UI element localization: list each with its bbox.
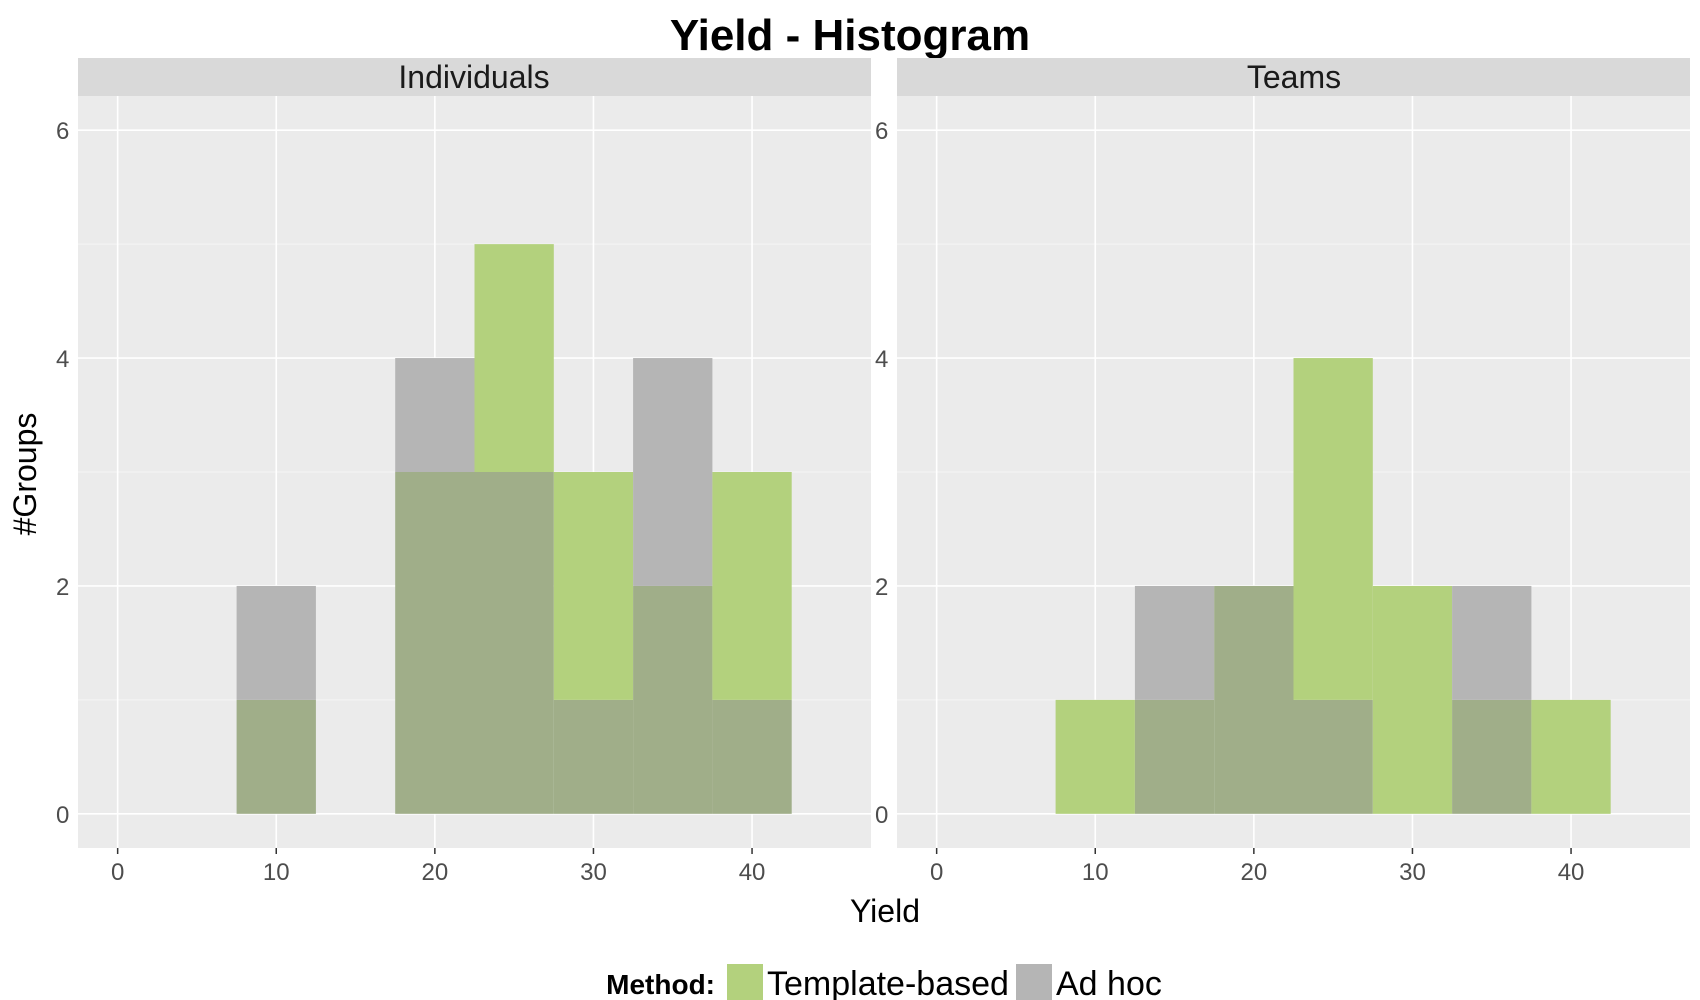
x-tick-label: 40 [739, 859, 766, 886]
strip-label-individuals: Individuals [398, 59, 549, 95]
y-tick-label: 0 [875, 802, 888, 829]
bar-template-based-teams [1055, 699, 1135, 814]
bar-ad-hoc-individuals [236, 585, 316, 700]
x-axis-label: Yield [850, 893, 920, 929]
bar-ad-hoc-individuals [395, 358, 475, 472]
y-tick-label: 6 [56, 118, 69, 145]
x-tick-label: 20 [1240, 859, 1267, 886]
x-tick-label: 10 [1082, 859, 1109, 886]
x-tick-label: 0 [930, 859, 943, 886]
legend-swatch-ad-hoc [1016, 964, 1052, 1000]
bar-overlap-individuals [395, 472, 475, 814]
chart-title: Yield - Histogram [670, 11, 1030, 60]
strip-individuals [78, 58, 871, 96]
bar-template-based-individuals [712, 472, 792, 700]
x-ticks-teams: 0 10 20 30 40 [930, 848, 1584, 886]
bar-overlap-teams [1134, 699, 1215, 814]
facet-individuals: Individuals 0 2 4 6 0 10 20 30 40 [56, 58, 871, 886]
y-tick-label: 0 [56, 802, 69, 829]
bars-individuals [236, 244, 792, 814]
strip-label-teams: Teams [1247, 59, 1341, 95]
bar-template-based-individuals [553, 472, 634, 700]
bar-overlap-teams [1214, 585, 1294, 814]
x-tick-label: 0 [111, 859, 124, 886]
bar-overlap-individuals [712, 699, 792, 814]
legend-swatch-template-based [727, 964, 763, 1000]
y-axis-label: #Groups [7, 413, 43, 536]
bar-overlap-individuals [236, 699, 316, 814]
facet-teams: Teams 0 2 4 6 0 10 20 30 40 [875, 58, 1690, 886]
bars-teams [1055, 358, 1611, 814]
y-tick-label: 4 [56, 346, 69, 373]
legend-label-template-based: Template-based [767, 965, 1009, 1000]
bar-overlap-individuals [474, 472, 554, 814]
x-tick-label: 10 [263, 859, 290, 886]
x-tick-label: 30 [580, 859, 607, 886]
x-ticks-individuals: 0 10 20 30 40 [111, 848, 765, 886]
bar-ad-hoc-individuals [633, 358, 713, 586]
y-tick-label: 4 [875, 346, 888, 373]
strip-teams [897, 58, 1690, 96]
bar-template-based-teams [1531, 699, 1611, 814]
legend-title: Method: [606, 969, 715, 1000]
bar-ad-hoc-teams [1452, 585, 1532, 700]
y-ticks-individuals: 0 2 4 6 [56, 118, 69, 829]
x-tick-label: 30 [1399, 859, 1426, 886]
y-tick-label: 6 [875, 118, 888, 145]
bar-template-based-teams [1372, 585, 1453, 814]
bar-template-based-teams [1293, 358, 1373, 700]
y-tick-label: 2 [56, 574, 69, 601]
y-ticks-teams: 0 2 4 6 [875, 118, 888, 829]
bar-overlap-teams [1293, 699, 1373, 814]
x-tick-label: 40 [1558, 859, 1585, 886]
legend: Method: Template-based Ad hoc [606, 964, 1162, 1000]
legend-label-ad-hoc: Ad hoc [1056, 965, 1162, 1000]
x-tick-label: 20 [421, 859, 448, 886]
bar-template-based-individuals [474, 244, 554, 472]
bar-overlap-individuals [633, 585, 713, 814]
y-tick-label: 2 [875, 574, 888, 601]
bar-overlap-teams [1452, 699, 1532, 814]
bar-overlap-individuals [553, 699, 634, 814]
bar-ad-hoc-teams [1134, 585, 1215, 700]
